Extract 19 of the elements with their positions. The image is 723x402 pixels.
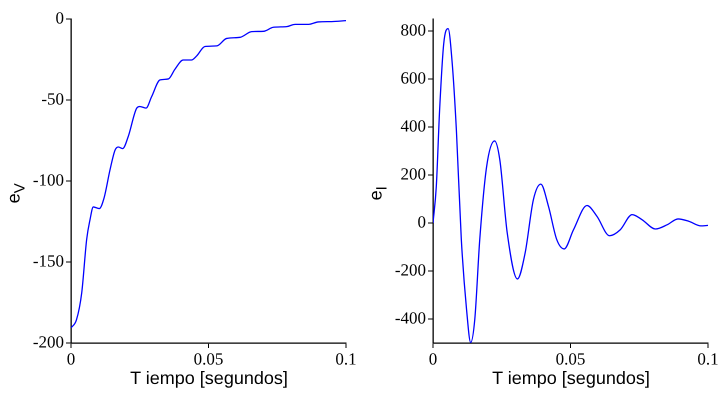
y-tick-label: 0	[418, 212, 426, 232]
y-tick-label: 400	[400, 116, 426, 136]
x-axis-title: T iempo [segundos]	[129, 368, 289, 389]
y-tick-label: -150	[32, 251, 64, 270]
y-tick-label: -200	[32, 332, 64, 352]
y-tick-label: -100	[32, 170, 64, 190]
x-tick-label: 0.05	[194, 350, 224, 369]
x-axis-title: T iempo [segundos]	[491, 368, 651, 389]
y-tick-label: 600	[400, 68, 426, 88]
y-tick-label: 0	[56, 8, 64, 28]
y-tick-label: -400	[394, 308, 426, 328]
y-tick-label: 200	[400, 164, 426, 184]
line-series	[71, 20, 346, 329]
x-tick-label: 0.05	[556, 350, 586, 369]
y-tick-label: -50	[41, 89, 64, 108]
y-tick-label: -200	[394, 260, 426, 280]
x-tick-label: 0.1	[335, 350, 357, 369]
x-tick-label: 0.1	[697, 350, 719, 369]
y-tick-label: 800	[400, 20, 426, 40]
